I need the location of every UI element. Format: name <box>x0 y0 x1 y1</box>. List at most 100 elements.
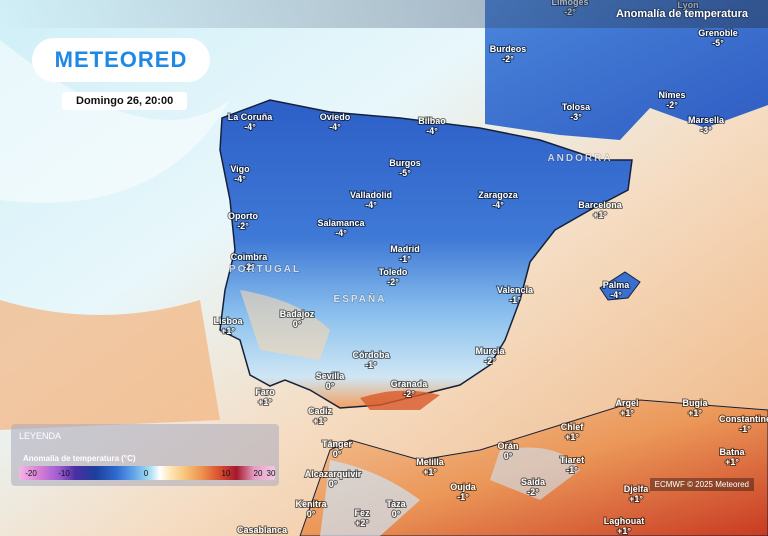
city-value: -1° <box>509 295 521 305</box>
city-dot <box>430 126 434 130</box>
legend-tick-label: 10 <box>221 469 231 478</box>
city-name: Toledo <box>379 267 408 277</box>
city-name: Zaragoza <box>478 190 519 200</box>
city-value: 0° <box>504 451 513 461</box>
city-value: -3° <box>570 112 582 122</box>
city-value: +1° <box>620 408 634 418</box>
city-value: -4° <box>335 228 347 238</box>
legend-tick-label: 20 <box>253 469 263 478</box>
city-dot <box>693 408 697 412</box>
city-dot <box>496 200 500 204</box>
city-dot <box>263 397 267 401</box>
city-dot <box>730 457 734 461</box>
city-name: Salamanca <box>317 218 365 228</box>
city-name: Nîmes <box>658 90 685 100</box>
city-dot <box>226 326 230 330</box>
city-name: Lisboa <box>213 316 243 326</box>
city-name: Taza <box>386 499 406 509</box>
city-name: Fez <box>354 508 370 518</box>
city-name: Argel <box>615 398 638 408</box>
legend-tick-label: -10 <box>58 469 70 478</box>
city-dot <box>339 228 343 232</box>
credit: ECMWF © 2025 Meteored <box>649 478 754 491</box>
city-value: -4° <box>492 200 504 210</box>
city-name: Vigo <box>230 164 250 174</box>
city-name: Valencia <box>497 285 534 295</box>
city-value: -1° <box>365 360 377 370</box>
city-name: Sevilla <box>316 371 346 381</box>
city-value: +1° <box>221 326 235 336</box>
city-dot <box>634 494 638 498</box>
city-name: Oporto <box>228 211 258 221</box>
city-value: 0° <box>392 509 401 519</box>
city-name: Faro <box>255 387 275 397</box>
city-dot <box>570 432 574 436</box>
warm-patch <box>240 290 330 360</box>
city-name: Burdeos <box>490 44 527 54</box>
city-name: Badajoz <box>280 309 315 319</box>
city-value: -4° <box>329 122 341 132</box>
city-dot <box>369 200 373 204</box>
warm-sea <box>0 300 220 430</box>
cool-patch <box>490 447 580 500</box>
city-value: +1° <box>725 457 739 467</box>
legend-tick-label: 30 <box>266 469 276 478</box>
city-name: Orán <box>497 441 518 451</box>
city-dot <box>403 168 407 172</box>
logo[interactable]: METEORED <box>32 38 210 82</box>
city-dot <box>328 381 332 385</box>
city-value: -2° <box>484 356 496 366</box>
map-title: Anomalía de temperatura <box>615 8 748 20</box>
city-name: Saida <box>521 477 546 487</box>
city-name: Tiaret <box>560 455 584 465</box>
city-dot <box>625 408 629 412</box>
city-value: -2° <box>243 262 255 272</box>
city-value: -4° <box>244 122 256 132</box>
city-value: 0° <box>326 381 335 391</box>
city-name: Murcia <box>475 346 505 356</box>
city-dot <box>598 210 602 214</box>
city-value: -4° <box>365 200 377 210</box>
city-dot <box>335 449 339 453</box>
legend-tick-label: -20 <box>25 469 37 478</box>
city-dot <box>622 526 626 530</box>
city-name: Palma <box>603 280 631 290</box>
city-dot <box>248 122 252 126</box>
city-dot <box>614 290 618 294</box>
city-name: Grenoble <box>698 28 738 38</box>
city-dot <box>513 295 517 299</box>
city-dot <box>461 492 465 496</box>
city-value: +2° <box>355 518 369 528</box>
city-name: Coimbra <box>231 252 269 262</box>
region-name: ESPAÑA <box>334 292 387 305</box>
datetime: Domingo 26, 20:00 <box>62 92 188 110</box>
city-name: Alcazarquivir <box>305 469 362 479</box>
city-value: +1° <box>617 526 631 536</box>
city-dot <box>716 38 720 42</box>
city-dot <box>670 100 674 104</box>
city-name: Laghouat <box>604 516 645 526</box>
city-value: -2° <box>403 389 415 399</box>
city-value: -3° <box>700 125 712 135</box>
city-dot <box>403 254 407 258</box>
city-dot <box>743 424 747 428</box>
city-dot <box>506 451 510 455</box>
city-dot <box>309 509 313 513</box>
france <box>485 0 768 140</box>
city-dot <box>394 509 398 513</box>
city-dot <box>333 122 337 126</box>
city-name: Burgos <box>389 158 421 168</box>
city-name: Constantine <box>719 414 768 424</box>
city-name: Cadiz <box>308 406 333 416</box>
city-value: -1° <box>399 254 411 264</box>
city-value: -2° <box>666 100 678 110</box>
city-name: La Coruña <box>228 112 273 122</box>
city-dot <box>241 221 245 225</box>
warm-patch <box>360 390 440 410</box>
city-dot <box>704 125 708 129</box>
city-name: Tolosa <box>562 102 591 112</box>
legend: LEYENDA Anomalía de temperatura (°C) -20… <box>11 424 279 486</box>
city-value: -1° <box>457 492 469 502</box>
city-value: +1° <box>593 210 607 220</box>
city-dot <box>318 416 322 420</box>
